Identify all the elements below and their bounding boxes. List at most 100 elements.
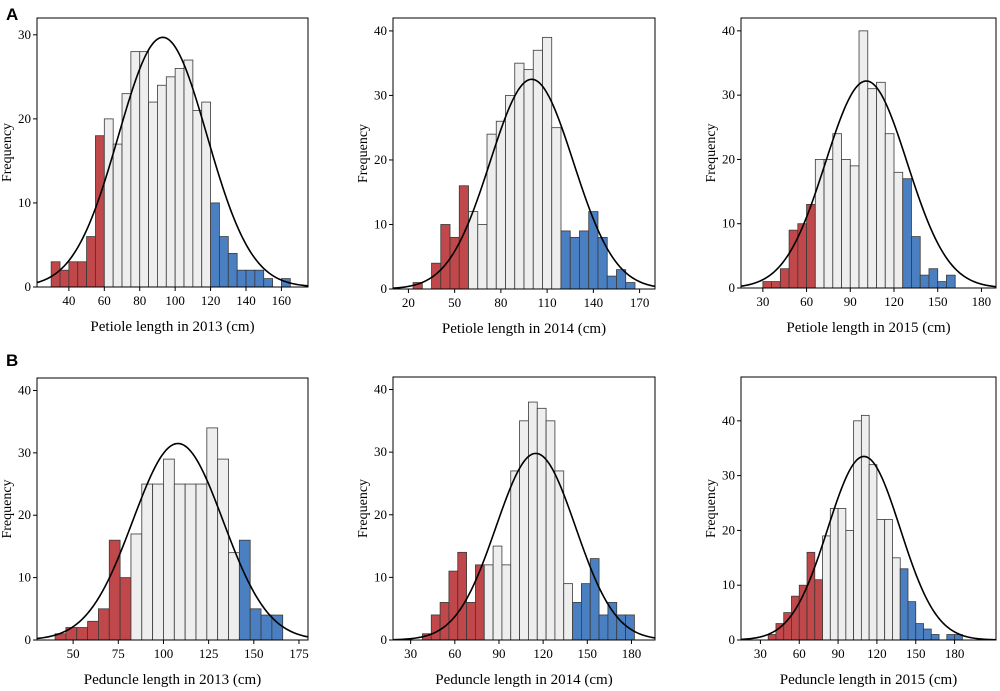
bar-low <box>779 268 790 289</box>
bar-low <box>762 281 772 289</box>
bar-mid <box>510 470 520 641</box>
x-axis-title: Peduncle length in 2013 (cm) <box>84 672 261 688</box>
bar-high <box>606 275 617 290</box>
y-tick-label: 20 <box>18 111 31 126</box>
y-tick-label: 0 <box>381 281 388 296</box>
bar-mid <box>884 519 893 641</box>
bar-low <box>119 577 132 641</box>
x-tick-label: 170 <box>630 295 650 310</box>
plot-frame <box>36 17 309 288</box>
x-tick-label: 100 <box>165 293 185 308</box>
bar-low <box>448 570 459 641</box>
panel-label-b: B <box>6 351 18 370</box>
bar-mid <box>483 564 494 641</box>
bar-high <box>607 602 618 641</box>
bar-low <box>466 602 476 641</box>
x-tick-label: 150 <box>244 646 264 661</box>
bar-mid <box>519 420 529 641</box>
y-tick-label: 30 <box>722 468 735 483</box>
x-tick-label: 50 <box>448 295 461 310</box>
bar-high <box>937 281 947 289</box>
x-tick-label: 90 <box>832 646 845 661</box>
bar-mid <box>837 508 847 641</box>
bar-mid <box>165 76 176 288</box>
y-tick-label: 0 <box>25 279 32 294</box>
x-tick-label: 80 <box>133 293 146 308</box>
bar-high <box>236 269 247 288</box>
bar-mid <box>858 30 869 289</box>
bar-high <box>560 230 571 290</box>
bar-high <box>227 252 238 288</box>
bar-mid <box>849 165 860 289</box>
bar-mid <box>563 583 573 641</box>
y-tick-label: 20 <box>722 522 735 537</box>
bar-high <box>598 614 609 641</box>
x-tick-label: 30 <box>404 646 417 661</box>
y-tick-label: 10 <box>722 577 735 592</box>
y-axis-title: Frequency <box>704 479 719 538</box>
bar-mid <box>206 427 219 641</box>
x-axis-title: Petiole length in 2015 (cm) <box>786 320 950 336</box>
normal-curve <box>36 442 309 640</box>
y-tick-label: 0 <box>25 632 32 647</box>
bar-high <box>616 269 627 290</box>
y-axis-title: Frequency <box>0 479 15 538</box>
y-tick-label: 30 <box>18 445 31 460</box>
x-axis-title: Peduncle length in 2015 (cm) <box>780 672 957 688</box>
bar-mid <box>148 101 158 288</box>
bar-low <box>814 579 823 641</box>
bar-low <box>59 269 70 288</box>
y-tick-label: 30 <box>722 87 735 102</box>
bar-high <box>919 274 930 289</box>
x-tick-label: 140 <box>584 295 604 310</box>
y-axis-title: Frequency <box>356 124 371 183</box>
bar-mid <box>183 59 194 288</box>
bar-low <box>806 204 816 289</box>
bar-mid <box>868 464 878 641</box>
x-tick-label: 20 <box>402 295 415 310</box>
x-axis-title: Peduncle length in 2014 (cm) <box>435 672 612 688</box>
x-tick-label: 90 <box>492 646 505 661</box>
x-tick-label: 120 <box>201 293 221 308</box>
plot-frame <box>36 377 309 641</box>
bar-low <box>77 261 87 288</box>
bar-mid <box>542 36 553 290</box>
bar-mid <box>551 127 562 290</box>
bar-mid <box>228 552 240 641</box>
bar-mid <box>822 535 831 641</box>
bar-mid <box>528 401 538 641</box>
bar-mid <box>468 211 479 290</box>
x-axis-title: Petiole length in 2014 (cm) <box>442 321 606 337</box>
bar-mid <box>121 93 132 288</box>
bar-mid <box>532 49 543 290</box>
y-tick-label: 30 <box>18 27 31 42</box>
y-tick-label: 40 <box>374 23 387 38</box>
bar-low <box>458 185 469 290</box>
x-tick-label: 160 <box>272 293 292 308</box>
bar-mid <box>860 414 870 641</box>
bar-mid <box>217 458 229 641</box>
y-tick-label: 20 <box>722 151 735 166</box>
bar-high <box>907 601 917 641</box>
y-tick-label: 40 <box>374 382 387 397</box>
y-tick-label: 30 <box>374 444 387 459</box>
bar-mid <box>832 133 842 289</box>
x-tick-label: 30 <box>754 646 767 661</box>
bar-low <box>76 627 88 641</box>
bar-high <box>946 274 956 289</box>
bar-mid <box>853 420 862 641</box>
y-tick-label: 40 <box>18 382 31 397</box>
bar-high <box>260 614 273 641</box>
bar-high <box>923 628 932 641</box>
x-tick-label: 140 <box>236 293 256 308</box>
y-tick-label: 0 <box>729 632 736 647</box>
bar-mid <box>841 159 851 289</box>
bar-high <box>930 634 940 641</box>
y-axis-title: Frequency <box>704 123 719 182</box>
x-tick-label: 50 <box>67 646 80 661</box>
bar-mid <box>477 224 488 290</box>
bar-low <box>86 236 96 288</box>
bar-mid <box>103 118 114 288</box>
x-tick-label: 150 <box>906 646 926 661</box>
